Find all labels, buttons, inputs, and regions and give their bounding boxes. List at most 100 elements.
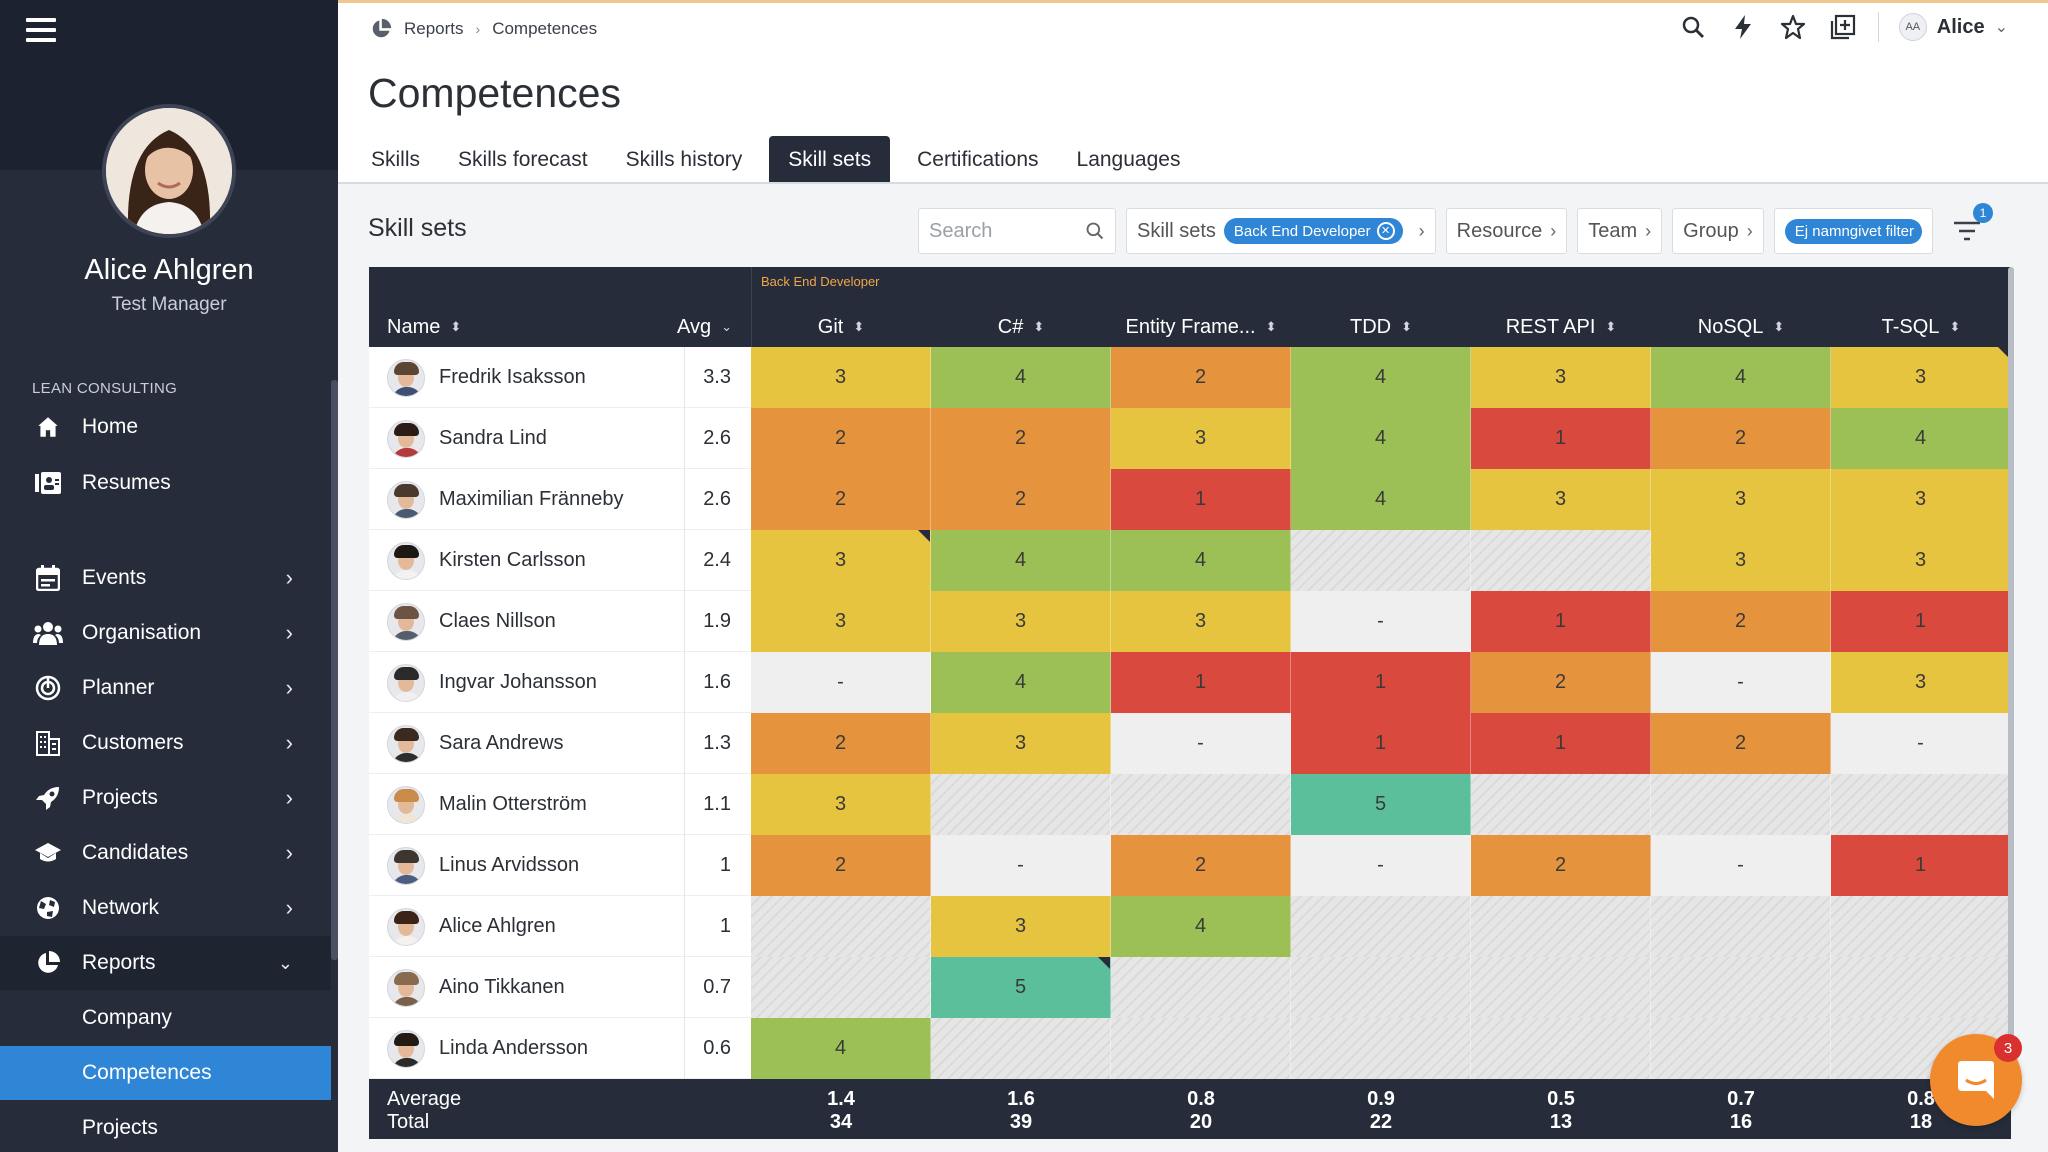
skill-level-cell[interactable] <box>1291 896 1471 957</box>
column-header-skill[interactable]: NoSQL ⬍ <box>1651 307 1831 347</box>
skill-level-cell[interactable]: 4 <box>931 347 1111 408</box>
skill-level-cell[interactable]: 4 <box>1111 896 1291 957</box>
table-row[interactable]: Sara Andrews 1.3 2 3-1 1 2- <box>369 713 2011 774</box>
skill-level-cell[interactable]: - <box>1651 652 1831 713</box>
sidebar-item-reports[interactable]: Reports ⌄ <box>0 936 331 990</box>
skill-level-cell[interactable]: 2 <box>1651 713 1831 774</box>
skill-level-cell[interactable]: 3 <box>1471 469 1651 530</box>
skill-level-cell[interactable] <box>1111 1018 1291 1079</box>
sidebar-item-organisation[interactable]: Organisation › <box>0 606 331 660</box>
skill-level-cell[interactable]: 3 <box>1831 530 2011 591</box>
column-header-skill[interactable]: TDD ⬍ <box>1291 307 1471 347</box>
skill-level-cell[interactable]: 3 <box>1471 347 1651 408</box>
skill-level-cell[interactable]: 3 <box>751 530 931 591</box>
table-row[interactable]: Kirsten Carlsson 2.4 3 4 4 3 3 <box>369 530 2011 591</box>
skill-level-cell[interactable]: 4 <box>1291 469 1471 530</box>
table-row[interactable]: Claes Nillson 1.9 3 3 3-1 2 1 <box>369 591 2011 652</box>
add-window-icon[interactable] <box>1828 12 1858 42</box>
skill-level-cell[interactable]: - <box>931 835 1111 896</box>
skill-level-cell[interactable]: 4 <box>931 652 1111 713</box>
skill-level-cell[interactable]: 3 <box>1831 347 2011 408</box>
skill-level-cell[interactable]: - <box>1831 713 2011 774</box>
skill-level-cell[interactable]: 2 <box>1111 347 1291 408</box>
skill-level-cell[interactable]: 5 <box>1291 774 1471 835</box>
tab-skills-forecast[interactable]: Skills forecast <box>458 148 588 171</box>
skill-level-cell[interactable]: 1 <box>1111 652 1291 713</box>
skill-level-cell[interactable] <box>751 896 931 957</box>
sidebar-subitem-projects[interactable]: Projects <box>0 1101 331 1152</box>
table-row[interactable]: Maximilian Fränneby 2.6 2 2 1 4 3 3 3 <box>369 469 2011 530</box>
sidebar-item-planner[interactable]: Planner › <box>0 661 331 715</box>
skill-level-cell[interactable]: - <box>1111 713 1291 774</box>
tab-skills-history[interactable]: Skills history <box>625 148 743 171</box>
skill-level-cell[interactable]: 4 <box>751 1018 931 1079</box>
sidebar-scrollbar[interactable] <box>331 380 338 960</box>
breadcrumb-reports[interactable]: Reports <box>404 19 464 38</box>
sidebar-item-home[interactable]: Home <box>0 400 331 454</box>
skill-level-cell[interactable]: 1 <box>1291 713 1471 774</box>
table-row[interactable]: Linda Andersson 0.6 4 <box>369 1018 2011 1079</box>
column-header-skill[interactable]: T-SQL ⬍ <box>1831 307 2011 347</box>
skill-level-cell[interactable] <box>1471 896 1651 957</box>
skill-level-cell[interactable]: 2 <box>751 835 931 896</box>
skill-level-cell[interactable] <box>931 1018 1111 1079</box>
sidebar-item-projects[interactable]: Projects › <box>0 771 331 825</box>
skill-sets-filter[interactable]: Skill sets Back End Developer ✕ › <box>1126 208 1436 254</box>
column-header-avg[interactable]: Avg ⌄ <box>677 307 732 347</box>
skill-level-cell[interactable] <box>1471 774 1651 835</box>
sidebar-subitem-competences[interactable]: Competences <box>0 1046 331 1100</box>
user-menu[interactable]: AA Alice ⌄ <box>1898 13 2008 41</box>
skill-level-cell[interactable]: 1 <box>1471 408 1651 469</box>
skill-level-cell[interactable]: 4 <box>1831 408 2011 469</box>
person-cell[interactable]: Maximilian Fränneby <box>369 469 684 530</box>
skill-level-cell[interactable]: - <box>1651 835 1831 896</box>
table-row[interactable]: Aino Tikkanen 0.7 5 <box>369 957 2011 1018</box>
skill-level-cell[interactable]: 3 <box>1111 408 1291 469</box>
column-header-skill[interactable]: REST API ⬍ <box>1471 307 1651 347</box>
skill-level-cell[interactable]: 3 <box>1651 469 1831 530</box>
skill-level-cell[interactable]: 2 <box>751 713 931 774</box>
person-cell[interactable]: Kirsten Carlsson <box>369 530 684 591</box>
skill-level-cell[interactable]: 2 <box>1471 835 1651 896</box>
skill-level-cell[interactable]: 2 <box>931 469 1111 530</box>
skill-level-cell[interactable] <box>1651 1018 1831 1079</box>
skill-level-cell[interactable]: 4 <box>1651 347 1831 408</box>
person-cell[interactable]: Sara Andrews <box>369 713 684 774</box>
tab-certifications[interactable]: Certifications <box>917 148 1039 171</box>
skill-level-cell[interactable]: 3 <box>931 896 1111 957</box>
skill-level-cell[interactable]: - <box>1291 591 1471 652</box>
skill-level-cell[interactable]: 5 <box>931 957 1111 1018</box>
tab-skills[interactable]: Skills <box>371 148 421 171</box>
skill-level-cell[interactable] <box>1291 1018 1471 1079</box>
skill-level-cell[interactable] <box>1651 774 1831 835</box>
table-row[interactable]: Sandra Lind 2.6 2 2 3 4 1 2 4 <box>369 408 2011 469</box>
skill-level-cell[interactable] <box>1111 957 1291 1018</box>
skill-level-cell[interactable] <box>1471 1018 1651 1079</box>
skill-level-cell[interactable]: 3 <box>751 591 931 652</box>
skill-level-cell[interactable]: 2 <box>1651 591 1831 652</box>
table-row[interactable]: Fredrik Isaksson 3.3 3 4 2 4 3 4 3 <box>369 347 2011 408</box>
sidebar-subitem-company[interactable]: Company <box>0 991 331 1045</box>
tab-languages[interactable]: Languages <box>1076 148 1181 171</box>
skill-level-cell[interactable]: 2 <box>1471 652 1651 713</box>
hamburger-menu-icon[interactable] <box>26 18 56 44</box>
tab-skill-sets[interactable]: Skill sets <box>769 136 891 184</box>
sidebar-item-events[interactable]: Events › <box>0 551 331 605</box>
team-filter[interactable]: Team › <box>1577 208 1663 254</box>
skill-level-cell[interactable]: 2 <box>931 408 1111 469</box>
skill-level-cell[interactable] <box>1651 896 1831 957</box>
skill-level-cell[interactable]: 1 <box>1291 652 1471 713</box>
star-icon[interactable] <box>1778 12 1808 42</box>
person-cell[interactable]: Fredrik Isaksson <box>369 347 684 408</box>
skill-level-cell[interactable]: 2 <box>751 469 931 530</box>
search-icon[interactable] <box>1678 12 1708 42</box>
sidebar-item-candidates[interactable]: Candidates › <box>0 826 331 880</box>
skill-level-cell[interactable] <box>1471 530 1651 591</box>
skill-level-cell[interactable]: 3 <box>1111 591 1291 652</box>
skill-level-cell[interactable] <box>1291 957 1471 1018</box>
person-cell[interactable]: Sandra Lind <box>369 408 684 469</box>
person-cell[interactable]: Aino Tikkanen <box>369 957 684 1018</box>
skill-level-cell[interactable]: 1 <box>1471 591 1651 652</box>
skill-level-cell[interactable]: 1 <box>1471 713 1651 774</box>
skill-level-cell[interactable]: 1 <box>1831 835 2011 896</box>
